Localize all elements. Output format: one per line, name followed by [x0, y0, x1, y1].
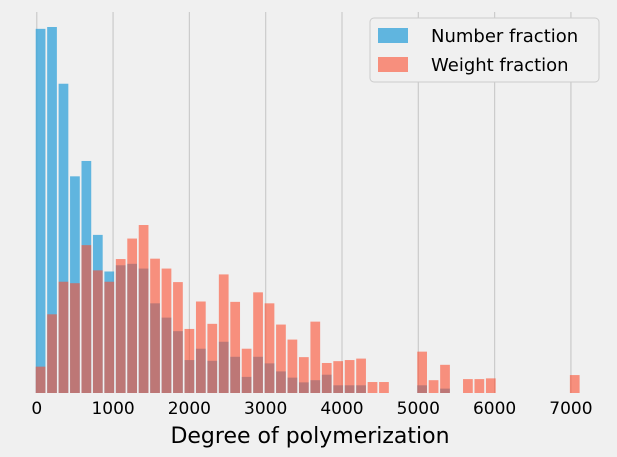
weight-fraction-bar-21	[276, 324, 286, 393]
x-tick-label-5000: 5000	[397, 399, 440, 419]
x-tick-label-2000: 2000	[168, 399, 211, 419]
x-axis-label: Degree of polymerization	[170, 424, 449, 449]
weight-fraction-bar-16	[218, 274, 229, 393]
legend-label-number-fraction: Number fraction	[431, 26, 578, 47]
weight-fraction-bars	[35, 225, 580, 393]
weight-fraction-bar-0	[35, 366, 46, 393]
weight-fraction-bar-30	[379, 382, 389, 393]
number-fraction-bar-1	[47, 27, 57, 393]
weight-fraction-bar-9	[138, 225, 149, 393]
weight-fraction-bar-17	[230, 301, 241, 393]
x-tick-label-4000: 4000	[320, 399, 363, 419]
weight-fraction-bar-22	[287, 339, 298, 393]
weight-fraction-bar-32	[428, 380, 439, 393]
weight-fraction-bar-20	[264, 303, 275, 393]
weight-fraction-bar-34	[463, 379, 473, 393]
legend-frame	[369, 17, 600, 83]
weight-fraction-bar-10	[150, 258, 160, 393]
weight-fraction-bar-8	[127, 238, 138, 393]
weight-fraction-bar-26	[333, 361, 344, 393]
weight-fraction-bar-6	[104, 281, 115, 393]
weight-fraction-bar-23	[298, 357, 309, 393]
weight-fraction-bar-5	[92, 270, 103, 393]
weight-fraction-bar-35	[474, 379, 485, 393]
weight-fraction-bar-27	[344, 360, 355, 393]
weight-fraction-bar-24	[310, 321, 321, 393]
weight-fraction-bar-7	[115, 259, 126, 393]
weight-fraction-bar-4	[81, 245, 92, 393]
weight-fraction-bar-14	[195, 301, 206, 393]
legend-swatch-number-fraction	[378, 28, 408, 43]
weight-fraction-bar-3	[70, 283, 80, 393]
legend-label-weight-fraction: Weight fraction	[431, 55, 569, 76]
weight-fraction-bar-13	[184, 328, 195, 393]
x-axis-ticks: 0 1000 2000 3000 4000 5000 6000 7000	[31, 399, 592, 419]
x-tick-label-0: 0	[31, 399, 42, 419]
weight-fraction-bar-29	[367, 382, 378, 393]
weight-fraction-bar-37	[569, 375, 580, 393]
x-tick-label-6000: 6000	[473, 399, 516, 419]
weight-fraction-bar-31	[417, 351, 427, 393]
weight-fraction-bar-36	[485, 378, 496, 393]
number-fraction-bar-2	[58, 83, 69, 393]
weight-fraction-bar-18	[241, 348, 252, 393]
legend: Number fraction Weight fraction	[369, 17, 600, 83]
weight-fraction-bar-1	[47, 314, 57, 393]
weight-fraction-bar-28	[356, 358, 366, 393]
weight-fraction-bar-12	[173, 282, 183, 393]
x-tick-label-1000: 1000	[91, 399, 134, 419]
weight-fraction-bar-15	[207, 323, 218, 393]
number-fraction-bar-0	[35, 28, 46, 394]
weight-fraction-bar-19	[253, 292, 263, 393]
weight-fraction-bar-33	[440, 364, 450, 393]
weight-fraction-bar-11	[161, 268, 172, 393]
x-tick-label-3000: 3000	[244, 399, 287, 419]
weight-fraction-bar-2	[58, 281, 69, 393]
legend-swatch-weight-fraction	[378, 57, 408, 72]
weight-fraction-bar-25	[321, 362, 332, 393]
x-tick-label-7000: 7000	[549, 399, 592, 419]
